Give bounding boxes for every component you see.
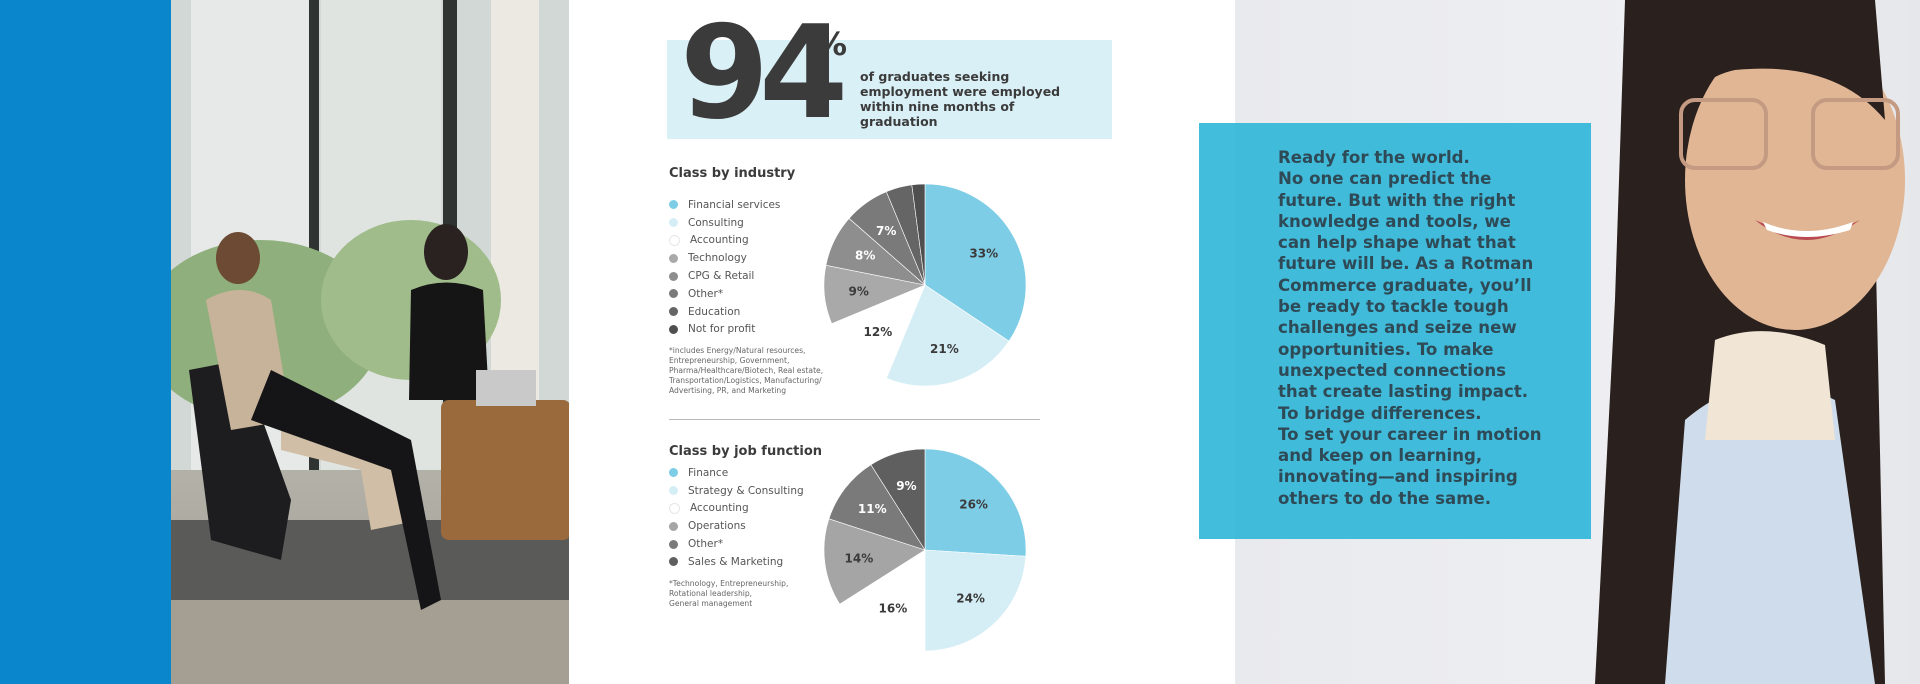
legend-item-technology: Technology [669, 249, 780, 267]
legend-swatch [669, 324, 678, 334]
legend-swatch [669, 486, 678, 496]
quote-line: opportunities. To make [1278, 339, 1494, 359]
pie-label-accounting: 16% [879, 601, 908, 615]
employment-stat-percent-sign: % [815, 25, 848, 63]
legend-item-financial-services: Financial services [669, 196, 780, 214]
pie-label-education: 4% [885, 180, 905, 182]
quote-line: Commerce graduate, you’ll [1278, 275, 1532, 295]
quote-line: No one can predict the [1278, 169, 1492, 189]
industry-legend: Financial services Consulting Accounting Te… [669, 196, 780, 338]
legend-label: Financial services [688, 198, 781, 211]
legend-label: Other* [688, 287, 724, 300]
pie-label-financial-services: 33% [969, 247, 998, 261]
quote-line: that create lasting impact. [1278, 382, 1529, 402]
pie-slice-accounting [831, 284, 926, 379]
pie-label-other: 7% [876, 224, 896, 238]
legend-swatch [669, 253, 678, 263]
stat-highlight-box [667, 40, 1112, 139]
legend-label: Education [688, 305, 741, 318]
legend-swatch [669, 557, 678, 567]
pie-label-cpg-retail: 8% [855, 249, 875, 263]
legend-item-operations: Operations [669, 517, 804, 535]
quote-line: unexpected connections [1278, 360, 1507, 380]
legend-swatch [669, 218, 678, 228]
pie-label-sales-marketing: 9% [896, 479, 916, 493]
pie-slice-accounting [839, 549, 926, 652]
legend-item-education: Education [669, 303, 780, 321]
legend-item-cpg-retail: CPG & Retail [669, 267, 780, 285]
pie-label-operations: 14% [845, 551, 874, 565]
legend-item-consulting: Consulting [669, 214, 780, 232]
legend-item-not-for-profit: Not for profit [669, 321, 780, 339]
pie-slice-other [828, 464, 926, 551]
quote-line: be ready to tackle tough [1278, 297, 1509, 317]
quote-text-block: Ready for the world. No one can predict t… [1278, 147, 1568, 509]
legend-item-accounting: Accounting [669, 500, 804, 518]
legend-label: Technology [688, 252, 747, 265]
quote-line: can help shape what that [1278, 233, 1516, 253]
quote-line: To set your career in motion [1278, 424, 1542, 444]
quote-line: Ready for the world. [1278, 148, 1470, 167]
pie-slice-not-for-profit [911, 183, 926, 286]
students-meeting-photo [171, 0, 569, 684]
job-function-footnote: *Technology, Entrepreneurship, Rotationa… [669, 579, 789, 608]
quote-line: future. But with the right [1278, 190, 1516, 210]
industry-chart-title: Class by industry [669, 166, 796, 181]
pie-label-finance: 26% [959, 497, 988, 511]
pie-label-strategy-consulting: 24% [956, 592, 985, 606]
quote-line: others to do the same. [1278, 488, 1492, 508]
legend-label: Accounting [690, 234, 749, 247]
pie-slice-finance [924, 448, 1027, 557]
legend-label: Sales & Marketing [688, 555, 784, 568]
legend-item-accounting: Accounting [669, 232, 780, 250]
legend-swatch [669, 200, 678, 210]
quote-overlay-box [1199, 123, 1591, 539]
pie-label-other: 11% [858, 502, 887, 516]
legend-label: Other* [688, 538, 724, 551]
legend-swatch [669, 468, 678, 478]
legend-swatch [669, 521, 678, 531]
quote-line: knowledge and tools, we [1278, 211, 1511, 231]
industry-footnote: *includes Energy/Natural resources, Entr… [669, 346, 824, 395]
employment-stat-number: 94 [680, 0, 848, 148]
pie-label-accounting: 12% [864, 325, 893, 339]
pie-slice-sales-marketing [870, 448, 926, 552]
legend-swatch [669, 539, 678, 549]
legend-swatch [669, 307, 678, 317]
legend-label: Accounting [690, 502, 749, 515]
pie-slice-strategy-consulting [924, 549, 1027, 652]
legend-label: Finance [688, 466, 729, 479]
quote-line: innovating—and inspiring [1278, 467, 1518, 487]
section-divider [669, 419, 1040, 420]
legend-item-finance: Finance [669, 464, 804, 482]
quote-line: To bridge differences. [1278, 403, 1482, 423]
legend-swatch [669, 271, 678, 281]
legend-label: CPG & Retail [688, 270, 755, 283]
job-function-legend: Finance Strategy & Consulting Accounting Op… [669, 464, 804, 571]
legend-swatch [669, 502, 680, 514]
brand-color-band [0, 0, 171, 684]
job-function-chart-title: Class by job function [669, 444, 823, 459]
quote-line: challenges and seize new [1278, 318, 1517, 338]
quote-line: future will be. As a Rotman [1278, 254, 1534, 274]
legend-item-other: Other* [669, 285, 780, 303]
pie-slice-consulting [885, 284, 1010, 387]
legend-label: Operations [688, 520, 746, 533]
legend-item-other: Other* [669, 535, 804, 553]
pie-label-technology: 9% [849, 285, 869, 299]
legend-label: Consulting [688, 216, 744, 229]
legend-swatch [669, 289, 678, 299]
legend-swatch [669, 234, 680, 246]
pie-label-consulting: 21% [930, 342, 959, 356]
legend-label: Strategy & Consulting [688, 484, 804, 497]
legend-label: Not for profit [688, 323, 756, 336]
legend-item-strategy-consulting: Strategy & Consulting [669, 482, 804, 500]
legend-item-sales-marketing: Sales & Marketing [669, 553, 804, 571]
industry-pie-chart: 33%21%12%9%8%7%4%2% [823, 180, 1027, 387]
quote-line: and keep on learning, [1278, 446, 1483, 466]
job-function-pie-chart: 26% 24% 16% 14% 11% 9% [823, 448, 1027, 652]
pie-slice-operations [823, 518, 926, 605]
employment-stat-description: of graduates seeking employment were emp… [860, 69, 1061, 129]
